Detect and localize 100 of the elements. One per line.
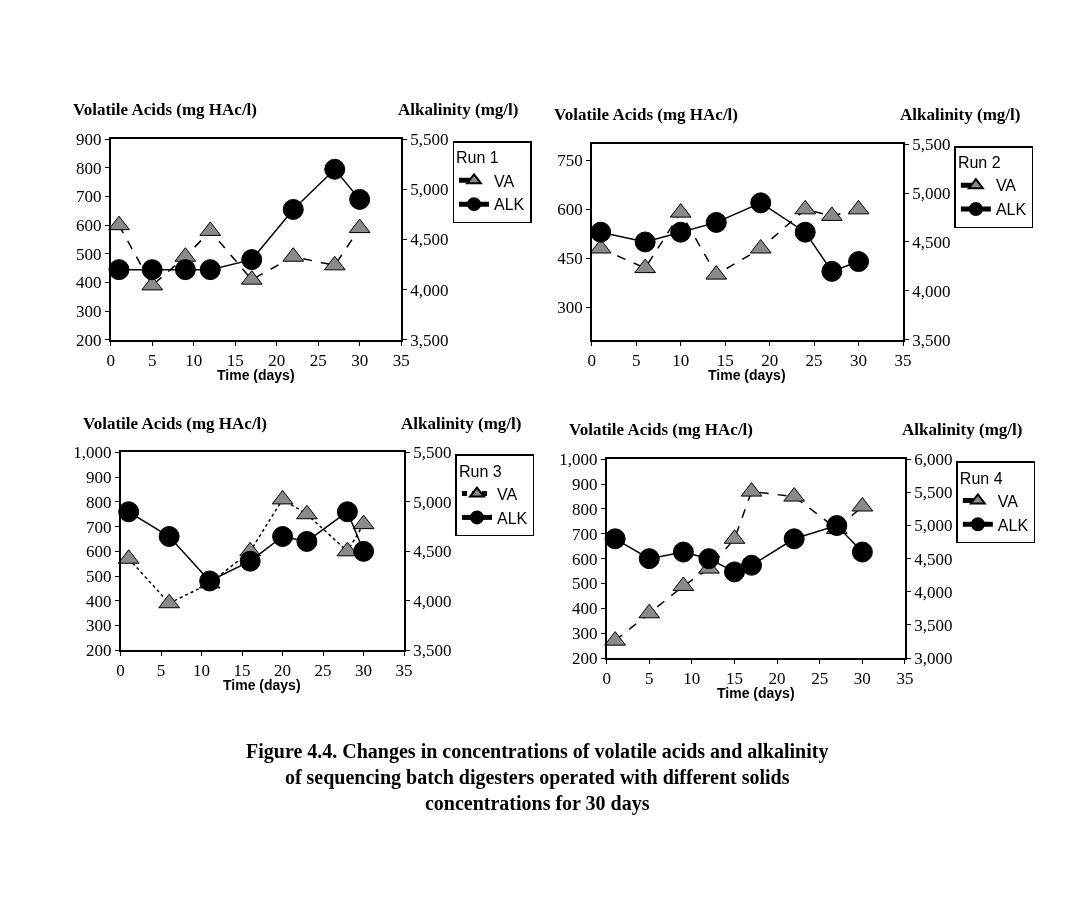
y-axis-title: Volatile Acids (mg HAc/l) (73, 100, 257, 119)
y2-tick-label: 5,000 (912, 183, 951, 203)
y-tick-label: 600 (557, 200, 583, 220)
y-tick-label: 200 (76, 330, 102, 350)
point (118, 501, 140, 523)
x-tick-label: 25 (314, 661, 332, 681)
point (174, 259, 196, 281)
point (698, 548, 720, 570)
point (794, 221, 816, 243)
x-tick-label: 5 (147, 351, 157, 371)
legend-title: Run 3 (458, 462, 502, 480)
point (296, 504, 318, 520)
y2-axis-title: Alkalinity (mg/l) (398, 100, 519, 119)
point (282, 198, 304, 220)
legend-title: Run 4 (959, 469, 1003, 487)
point (672, 541, 694, 563)
y-tick-label: 500 (571, 574, 598, 594)
point (272, 525, 294, 547)
legend-label: VA (995, 177, 1017, 195)
x-tick-label: 10 (683, 669, 701, 689)
y2-tick-label: 4,000 (914, 582, 953, 602)
x-tick-label: 10 (193, 661, 211, 681)
point (108, 215, 130, 231)
point (634, 231, 656, 253)
x-tick-label: 30 (351, 351, 369, 371)
point (324, 158, 346, 180)
x-tick-label: 30 (355, 661, 373, 681)
y-tick-label: 700 (571, 524, 598, 544)
point (353, 540, 375, 562)
x-tick-label: 0 (106, 351, 115, 371)
point (826, 515, 848, 537)
legend-label: ALK (494, 196, 525, 214)
legend-label: ALK (496, 509, 528, 527)
y2-tick-label: 3,500 (914, 615, 953, 635)
y-tick-label: 300 (76, 302, 102, 322)
x-tick-label: 0 (587, 351, 597, 371)
x-tick-label: 10 (672, 351, 690, 371)
legend-label: VA (496, 485, 518, 503)
legend-label: VA (494, 172, 515, 190)
y2-tick-label: 4,500 (413, 542, 452, 562)
y-tick-label: 300 (85, 616, 112, 636)
y-axis-title: Volatile Acids (mg HAc/l) (83, 414, 267, 433)
y2-axis-title: Alkalinity (mg/l) (401, 414, 522, 433)
y-tick-label: 500 (76, 244, 102, 264)
point (239, 550, 261, 572)
y2-tick-label: 5,000 (914, 516, 953, 536)
point (783, 528, 805, 550)
y2-axis-title: Alkalinity (mg/l) (902, 420, 1023, 439)
y-tick-label: 900 (85, 468, 112, 488)
point (336, 501, 358, 523)
y2-tick-label: 4,500 (410, 230, 449, 250)
y-tick-label: 400 (571, 599, 598, 619)
x-tick-label: 0 (602, 669, 611, 689)
point (604, 528, 626, 550)
y2-tick-label: 4,500 (912, 232, 951, 252)
y2-tick-label: 5,500 (914, 483, 953, 503)
y-tick-label: 600 (571, 549, 598, 569)
y-tick-label: 800 (571, 499, 598, 519)
point (851, 541, 873, 563)
point (724, 561, 745, 583)
y2-tick-label: 5,500 (912, 135, 951, 155)
y-tick-label: 400 (85, 591, 112, 611)
x-tick-label: 0 (116, 661, 125, 681)
y-tick-label: 800 (76, 158, 102, 178)
point (296, 530, 318, 552)
y-tick-label: 750 (557, 151, 583, 171)
legend-label: VA (997, 492, 1019, 510)
y-tick-label: 200 (571, 648, 598, 668)
point (670, 221, 692, 243)
x-tick-label: 5 (632, 351, 641, 371)
legend-title: Run 1 (456, 149, 499, 167)
x-tick-label: 25 (805, 351, 823, 371)
point (141, 259, 163, 281)
y2-axis-title: Alkalinity (mg/l) (900, 105, 1021, 124)
y2-tick-label: 5,000 (413, 492, 452, 512)
y2-tick-label: 5,500 (410, 130, 449, 150)
x-tick-label: 10 (185, 351, 203, 371)
y-tick-label: 900 (571, 475, 598, 495)
x-tick-label: 5 (645, 669, 654, 689)
x-tick-label: 25 (309, 351, 327, 371)
y2-tick-label: 4,000 (912, 281, 951, 301)
y-tick-label: 800 (85, 492, 112, 512)
legend-title: Run 2 (957, 154, 1001, 172)
y2-tick-label: 5,000 (410, 180, 449, 200)
y2-tick-label: 3,500 (410, 330, 449, 350)
y2-tick-label: 5,500 (413, 443, 452, 463)
x-tick-label: 30 (850, 351, 868, 371)
point (705, 211, 727, 233)
y2-tick-label: 3,500 (413, 641, 452, 661)
y2-tick-label: 4,000 (410, 280, 449, 300)
y-tick-label: 600 (85, 542, 112, 562)
point (750, 192, 772, 214)
y2-tick-label: 4,500 (914, 549, 953, 569)
y-tick-label: 450 (557, 249, 583, 269)
x-tick-label: 35 (392, 351, 410, 371)
y-tick-label: 300 (571, 624, 598, 644)
y-tick-label: 600 (76, 216, 102, 236)
point (158, 525, 180, 547)
y-tick-label: 700 (85, 517, 112, 537)
y-tick-label: 300 (557, 298, 583, 318)
